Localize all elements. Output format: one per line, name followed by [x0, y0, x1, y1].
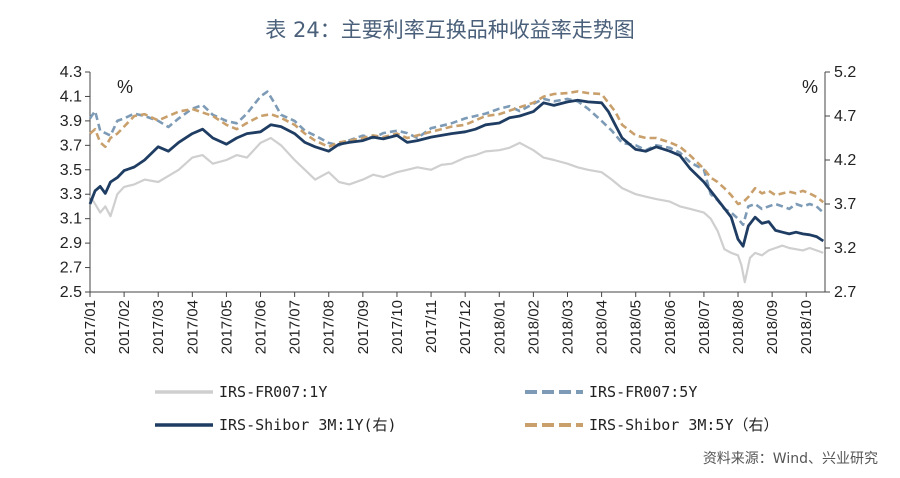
right-tick-label: 4.2 [834, 152, 856, 169]
x-tick-label: 2017/09 [355, 300, 372, 354]
x-tick-label: 2017/01 [82, 300, 99, 354]
left-tick-label: 3.3 [60, 186, 82, 203]
legend-label-3: IRS-Shibor 3M:5Y（右） [589, 416, 779, 434]
x-tick-label: 2017/04 [184, 300, 201, 354]
series-line-3 [89, 90, 825, 206]
chart-series [88, 90, 825, 284]
x-tick-label: 2018/09 [764, 300, 781, 354]
x-tick-label: 2018/07 [696, 300, 713, 354]
left-tick-label: 3.1 [60, 211, 82, 228]
x-tick-label: 2018/03 [559, 300, 576, 354]
x-tick-label: 2018/06 [662, 300, 679, 354]
right-tick-label: 2.7 [834, 284, 856, 301]
left-tick-label: 4.1 [60, 88, 82, 105]
x-tick-label: 2017/08 [321, 300, 338, 354]
right-tick-label: 4.7 [834, 108, 856, 125]
left-unit-label: % [117, 77, 133, 97]
left-tick-label: 3.7 [60, 137, 82, 154]
x-tick-label: 2018/05 [628, 300, 645, 354]
left-tick-label: 2.9 [60, 235, 82, 252]
left-tick-label: 2.5 [60, 284, 82, 301]
chart-title: 表 24：主要利率互换品种收益率走势图 [265, 18, 635, 42]
right-tick-label: 3.7 [834, 196, 856, 213]
right-tick-label: 3.2 [834, 240, 856, 257]
x-tick-label: 2017/03 [150, 300, 167, 354]
left-tick-label: 3.5 [60, 162, 82, 179]
right-tick-label: 5.2 [834, 64, 856, 81]
right-unit-label: % [802, 77, 818, 97]
x-tick-label: 2017/11 [423, 300, 440, 353]
x-tick-label: 2018/10 [798, 300, 815, 354]
x-tick-label: 2017/05 [218, 300, 235, 354]
x-tick-label: 2017/07 [287, 300, 304, 354]
chart-legend: IRS-FR007:1Y IRS-FR007:5Y IRS-Shibor 3M:1Y… [155, 383, 779, 434]
legend-label-2: IRS-Shibor 3M:1Y(右) [219, 416, 397, 434]
legend-label-0: IRS-FR007:1Y [219, 383, 327, 401]
x-tick-label: 2017/10 [389, 300, 406, 354]
x-tick-label: 2018/08 [730, 300, 747, 354]
series-line-1 [88, 90, 825, 227]
x-tick-label: 2017/06 [253, 300, 270, 354]
left-tick-label: 2.7 [60, 260, 82, 277]
x-tick-label: 2017/12 [457, 300, 474, 354]
chart-axes: 2.5 2.7 2.9 3.1 3.3 3.5 3.7 3.9 4.1 4.3 2.7 3.2 3.7 4… [60, 64, 857, 354]
x-tick-label: 2018/02 [525, 300, 542, 354]
x-tick-label: 2017/02 [116, 300, 133, 354]
series-line-0 [89, 136, 824, 284]
left-tick-label: 4.3 [60, 64, 82, 81]
left-tick-label: 3.9 [60, 113, 82, 130]
source-note: 资料来源：Wind、兴业研究 [702, 451, 878, 467]
series-line-2 [88, 98, 825, 248]
x-tick-label: 2018/04 [594, 300, 611, 354]
legend-label-1: IRS-FR007:5Y [589, 383, 697, 401]
x-tick-label: 2018/01 [491, 300, 508, 354]
